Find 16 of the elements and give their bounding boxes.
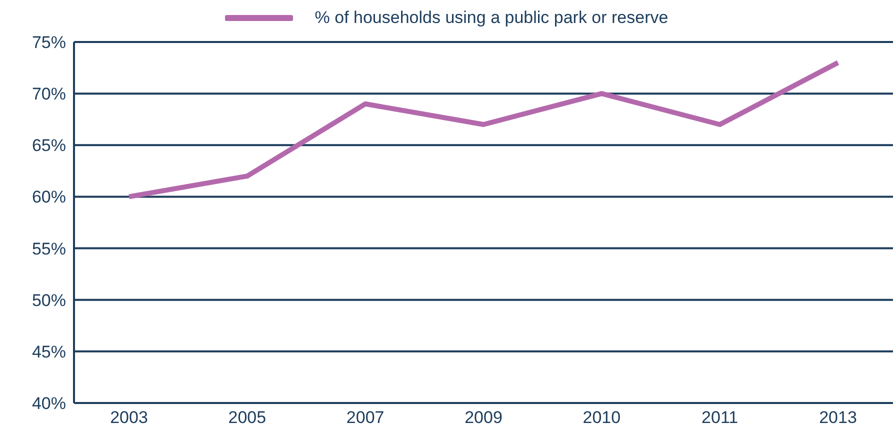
y-tick-label: 55% bbox=[32, 239, 66, 258]
x-tick-label: 2005 bbox=[228, 408, 266, 428]
y-tick-label: 65% bbox=[32, 136, 66, 156]
x-tick-label: 2007 bbox=[346, 408, 384, 428]
y-tick-label: 75% bbox=[32, 33, 66, 52]
x-tick-label: 2009 bbox=[464, 408, 502, 428]
x-tick-label: 2013 bbox=[819, 408, 857, 428]
y-tick-label: 45% bbox=[32, 342, 66, 362]
y-tick-label: 70% bbox=[32, 84, 66, 104]
x-tick-label: 2010 bbox=[582, 408, 621, 428]
x-tick-label: 2011 bbox=[702, 408, 738, 428]
x-tick-label: 2003 bbox=[110, 408, 148, 428]
y-tick-label: 50% bbox=[32, 290, 66, 310]
legend-label: % of households using a public park or reserve bbox=[314, 8, 668, 28]
y-tick-label: 60% bbox=[32, 188, 66, 207]
y-tick-label: 40% bbox=[32, 394, 66, 414]
